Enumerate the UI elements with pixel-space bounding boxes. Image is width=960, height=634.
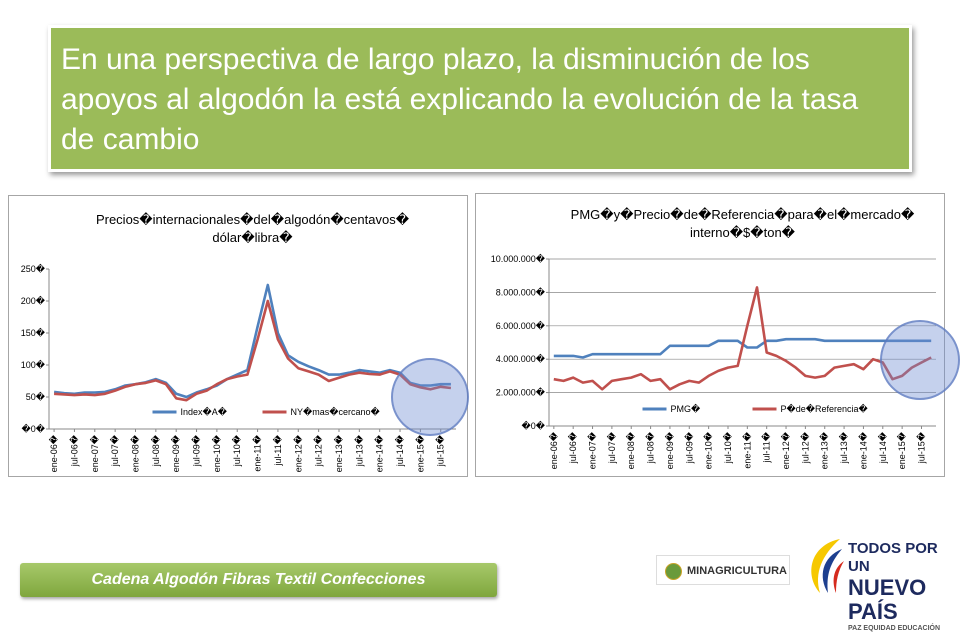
header-title: En una perspectiva de largo plazo, la di… bbox=[48, 25, 912, 172]
x-tick-label: ene-14� bbox=[857, 431, 868, 469]
x-tick-label: jul-09� bbox=[191, 434, 202, 467]
y-tick-label: 100� bbox=[21, 359, 46, 370]
y-tick-label: 10.000.000� bbox=[491, 253, 546, 264]
chart-title: PMG�y�Precio�de�Referencia�para�el�merca… bbox=[571, 207, 915, 222]
x-tick-label: jul-07� bbox=[109, 434, 120, 467]
highlight-circle bbox=[880, 320, 960, 400]
x-tick-label: ene-09� bbox=[170, 434, 181, 472]
x-tick-label: ene-12� bbox=[292, 434, 303, 472]
x-tick-label: jul-12� bbox=[313, 434, 324, 467]
x-tick-label: ene-15� bbox=[414, 434, 425, 472]
x-tick-label: jul-15� bbox=[435, 434, 446, 467]
y-tick-label: 2.000.000� bbox=[496, 387, 546, 398]
x-tick-label: ene-11� bbox=[252, 434, 263, 471]
x-tick-label: ene-07� bbox=[89, 434, 100, 472]
x-tick-label: jul-08� bbox=[150, 434, 161, 467]
x-tick-label: ene-13� bbox=[819, 431, 830, 469]
x-tick-label: jul-08� bbox=[645, 431, 656, 464]
ministry-text: MINAGRICULTURA bbox=[687, 565, 788, 577]
slogan-main: NUEVO PAÍS bbox=[848, 575, 927, 624]
x-tick-label: ene-14� bbox=[374, 434, 385, 472]
y-tick-label: 50� bbox=[26, 391, 46, 402]
chart-title: interno�$�ton� bbox=[690, 225, 796, 240]
legend-label: NY�mas�cercano� bbox=[291, 406, 381, 417]
chart-title: Precios�internacionales�del�algodón�cent… bbox=[96, 212, 410, 227]
x-tick-label: jul-09� bbox=[683, 431, 694, 464]
slogan-top: TODOS POR UN bbox=[848, 540, 938, 575]
x-tick-label: ene-08� bbox=[625, 431, 636, 469]
slogan: TODOS POR UN NUEVO PAÍS PAZ EQUIDAD EDUC… bbox=[848, 540, 960, 634]
legend-label: Index�A� bbox=[181, 406, 228, 417]
x-tick-label: ene-10� bbox=[211, 434, 222, 472]
legend-label: P�de�Referencia� bbox=[781, 403, 869, 414]
x-tick-label: ene-06� bbox=[548, 431, 559, 469]
series-line bbox=[54, 299, 452, 402]
y-tick-label: 150� bbox=[21, 327, 46, 338]
x-tick-label: ene-11� bbox=[741, 431, 752, 468]
y-tick-label: 8.000.000� bbox=[496, 286, 546, 297]
y-tick-label: 4.000.000� bbox=[496, 353, 546, 364]
logo-stroke bbox=[833, 561, 844, 593]
y-tick-label: �0� bbox=[22, 423, 46, 434]
x-tick-label: jul-10� bbox=[722, 431, 733, 464]
x-tick-label: ene-09� bbox=[664, 431, 675, 469]
seal-icon bbox=[665, 563, 682, 580]
x-tick-label: jul-10� bbox=[231, 434, 242, 467]
y-tick-label: 200� bbox=[21, 295, 46, 306]
chart-left: Precios�internacionales�del�algodón�cent… bbox=[8, 195, 468, 477]
series-line bbox=[553, 286, 932, 391]
x-tick-label: jul-13� bbox=[353, 434, 364, 467]
highlight-circle bbox=[391, 358, 469, 436]
logo-stroke bbox=[822, 549, 842, 593]
x-tick-label: jul-14� bbox=[877, 431, 888, 464]
x-tick-label: ene-13� bbox=[333, 434, 344, 472]
slide: En una perspectiva de largo plazo, la di… bbox=[8, 25, 960, 632]
chart-title: dólar�libra� bbox=[212, 230, 293, 245]
y-tick-label: �0� bbox=[522, 420, 546, 431]
x-tick-label: ene-08� bbox=[129, 434, 140, 472]
x-tick-label: jul-06� bbox=[567, 431, 578, 464]
footer-button[interactable]: Cadena Algodón Fibras Textil Confeccione… bbox=[20, 563, 497, 597]
ministry-logo: MINAGRICULTURA bbox=[656, 555, 790, 585]
chart-right: PMG�y�Precio�de�Referencia�para�el�merca… bbox=[475, 193, 945, 477]
x-tick-label: jul-13� bbox=[838, 431, 849, 464]
legend-label: PMG� bbox=[671, 403, 702, 414]
x-tick-label: ene-06� bbox=[48, 434, 59, 472]
flag-logo bbox=[811, 539, 844, 593]
series-line bbox=[53, 283, 451, 399]
slogan-sub: PAZ EQUIDAD EDUCACIÓN bbox=[848, 625, 941, 632]
x-tick-label: jul-06� bbox=[68, 434, 79, 467]
logo-stroke bbox=[811, 539, 840, 593]
x-tick-label: ene-07� bbox=[587, 431, 598, 469]
y-tick-label: 6.000.000� bbox=[496, 320, 546, 331]
x-tick-label: jul-14� bbox=[394, 434, 405, 467]
x-tick-label: jul-07� bbox=[606, 431, 617, 464]
x-tick-label: ene-10� bbox=[703, 431, 714, 469]
x-tick-label: ene-15� bbox=[896, 431, 907, 469]
x-tick-label: jul-11� bbox=[761, 431, 772, 463]
y-tick-label: 250� bbox=[21, 263, 46, 274]
x-tick-label: jul-12� bbox=[799, 431, 810, 464]
x-tick-label: jul-11� bbox=[272, 434, 283, 466]
x-tick-label: ene-12� bbox=[780, 431, 791, 469]
x-tick-label: jul-15� bbox=[915, 431, 926, 464]
